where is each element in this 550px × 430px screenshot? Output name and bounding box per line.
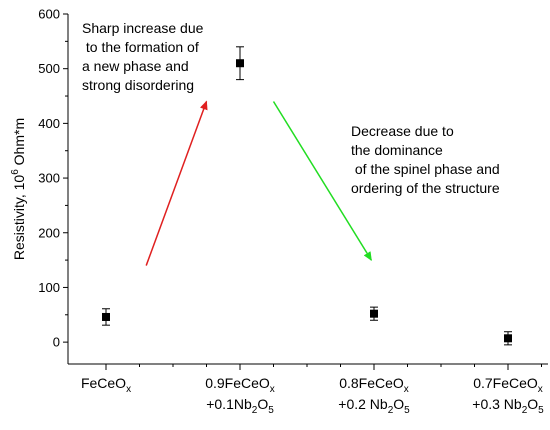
y-tick-label: 400	[38, 116, 60, 131]
red-arrow	[145, 100, 208, 266]
data-point	[236, 59, 244, 68]
y-tick-label: 100	[38, 280, 60, 295]
x-category-label: +0.3 Nb2O5	[472, 396, 544, 416]
annotation-text: Decrease due to the dominance of the spin…	[351, 123, 500, 196]
x-category-labels: FeCeOx 0.9FeCeOx+0.1Nb2O5 0.8FeCeOx+0.2 Nb…	[81, 375, 544, 416]
data-points	[102, 46, 512, 346]
data-point	[102, 312, 110, 321]
y-tick-label: 600	[38, 7, 60, 22]
y-axis-ticks: 0 100 200 300 400 500 600	[38, 7, 68, 350]
y-axis-label: Resistivity, 106 Ohm*m	[10, 118, 27, 260]
x-axis-ticks	[105, 364, 542, 370]
x-category-label: 0.7FeCeOx	[473, 375, 543, 395]
data-point	[370, 309, 378, 318]
y-tick-label: 300	[38, 171, 60, 186]
x-category-label: +0.1Nb2O5	[206, 396, 274, 416]
x-category-label: 0.9FeCeOx	[205, 375, 275, 395]
y-tick-label: 500	[38, 61, 60, 76]
y-tick-label: 200	[38, 225, 60, 240]
green-arrow	[272, 101, 372, 261]
x-category-label: FeCeOx	[81, 375, 131, 395]
annotation-arrows	[145, 100, 372, 266]
annotation-text: Sharp increase due to the formation of a …	[82, 20, 204, 93]
data-point	[504, 334, 512, 343]
x-category-label: 0.8FeCeOx	[339, 375, 409, 395]
y-tick-label: 0	[53, 335, 60, 350]
annotations: Sharp increase due to the formation of a …	[82, 20, 500, 196]
axes	[67, 14, 548, 365]
x-category-label: +0.2 Nb2O5	[338, 396, 410, 416]
